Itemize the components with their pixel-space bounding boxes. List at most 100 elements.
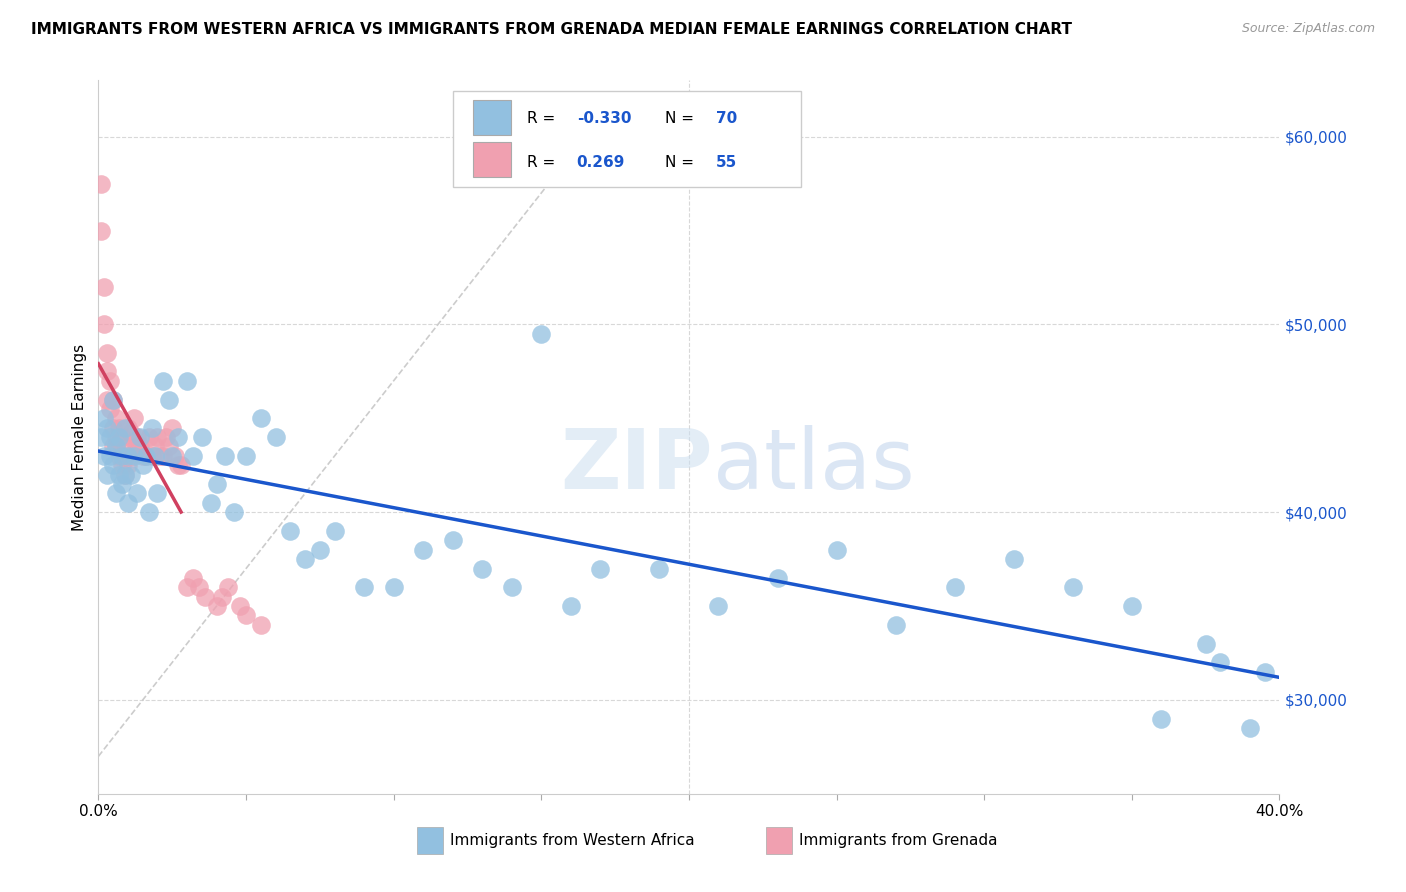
Point bbox=[176, 580, 198, 594]
Point bbox=[117, 449, 139, 463]
Point bbox=[1254, 665, 1277, 679]
Point bbox=[766, 571, 789, 585]
Point bbox=[187, 580, 209, 594]
Point bbox=[103, 392, 125, 407]
Point bbox=[117, 496, 139, 510]
Point bbox=[191, 430, 214, 444]
Point bbox=[105, 411, 128, 425]
Point bbox=[125, 430, 148, 444]
Point bbox=[111, 477, 134, 491]
Point bbox=[114, 449, 136, 463]
Point bbox=[141, 449, 163, 463]
Point bbox=[162, 420, 183, 434]
Point bbox=[108, 449, 131, 463]
Point bbox=[224, 505, 246, 519]
Point bbox=[235, 608, 257, 623]
Point bbox=[132, 458, 155, 473]
Point bbox=[105, 486, 128, 500]
Text: Source: ZipAtlas.com: Source: ZipAtlas.com bbox=[1241, 22, 1375, 36]
Point bbox=[162, 449, 183, 463]
Point bbox=[111, 458, 134, 473]
Point bbox=[530, 326, 553, 341]
Point bbox=[152, 449, 174, 463]
Bar bbox=[472, 101, 510, 135]
Point bbox=[108, 467, 131, 482]
Point bbox=[1195, 637, 1218, 651]
Point bbox=[117, 420, 139, 434]
Point bbox=[108, 430, 131, 444]
Point bbox=[105, 440, 128, 454]
Bar bbox=[766, 827, 792, 854]
Text: N =: N = bbox=[665, 155, 699, 169]
Point bbox=[229, 599, 252, 613]
Point bbox=[280, 524, 302, 538]
Point bbox=[93, 318, 115, 332]
Text: -0.330: -0.330 bbox=[576, 112, 631, 126]
Point bbox=[200, 496, 222, 510]
Point bbox=[250, 411, 273, 425]
Point bbox=[471, 561, 494, 575]
Point bbox=[111, 440, 134, 454]
Point bbox=[108, 420, 131, 434]
Point bbox=[501, 580, 523, 594]
Point bbox=[825, 542, 848, 557]
Point bbox=[96, 467, 118, 482]
Point bbox=[1121, 599, 1143, 613]
Point bbox=[165, 449, 187, 463]
Point bbox=[98, 430, 121, 444]
Point bbox=[155, 430, 177, 444]
Text: atlas: atlas bbox=[713, 425, 914, 506]
Point bbox=[122, 411, 145, 425]
Point bbox=[353, 580, 375, 594]
Text: N =: N = bbox=[665, 112, 699, 126]
Point bbox=[152, 374, 174, 388]
Point bbox=[205, 477, 228, 491]
Point bbox=[146, 430, 169, 444]
Point bbox=[167, 430, 190, 444]
Point bbox=[105, 430, 128, 444]
Point bbox=[111, 449, 134, 463]
Point bbox=[90, 430, 112, 444]
Point bbox=[707, 599, 730, 613]
Point bbox=[441, 533, 464, 548]
Point bbox=[117, 458, 139, 473]
Point bbox=[170, 458, 193, 473]
Point bbox=[146, 486, 169, 500]
Point bbox=[125, 440, 148, 454]
Point bbox=[125, 486, 148, 500]
Point bbox=[589, 561, 612, 575]
Point bbox=[560, 599, 582, 613]
Point bbox=[93, 280, 115, 294]
Point bbox=[143, 449, 166, 463]
Point bbox=[105, 440, 128, 454]
Point bbox=[323, 524, 346, 538]
Point bbox=[143, 440, 166, 454]
Point bbox=[264, 430, 287, 444]
Point bbox=[235, 449, 257, 463]
Point bbox=[1062, 580, 1084, 594]
Point bbox=[648, 561, 671, 575]
Point bbox=[1150, 712, 1173, 726]
Point bbox=[93, 411, 115, 425]
Point bbox=[114, 420, 136, 434]
Point bbox=[294, 552, 316, 566]
Point bbox=[157, 392, 180, 407]
Point bbox=[120, 467, 142, 482]
Point bbox=[217, 580, 239, 594]
Point bbox=[1239, 721, 1261, 735]
Point bbox=[96, 420, 118, 434]
Point bbox=[211, 590, 233, 604]
Point bbox=[138, 505, 160, 519]
Point bbox=[181, 571, 204, 585]
Point bbox=[205, 599, 228, 613]
Point bbox=[157, 440, 180, 454]
Point bbox=[250, 618, 273, 632]
Point bbox=[884, 618, 907, 632]
Text: Immigrants from Grenada: Immigrants from Grenada bbox=[799, 833, 997, 847]
Point bbox=[98, 449, 121, 463]
Point bbox=[96, 392, 118, 407]
Point bbox=[90, 223, 112, 237]
Point bbox=[98, 374, 121, 388]
Point bbox=[943, 580, 966, 594]
Point bbox=[111, 430, 134, 444]
